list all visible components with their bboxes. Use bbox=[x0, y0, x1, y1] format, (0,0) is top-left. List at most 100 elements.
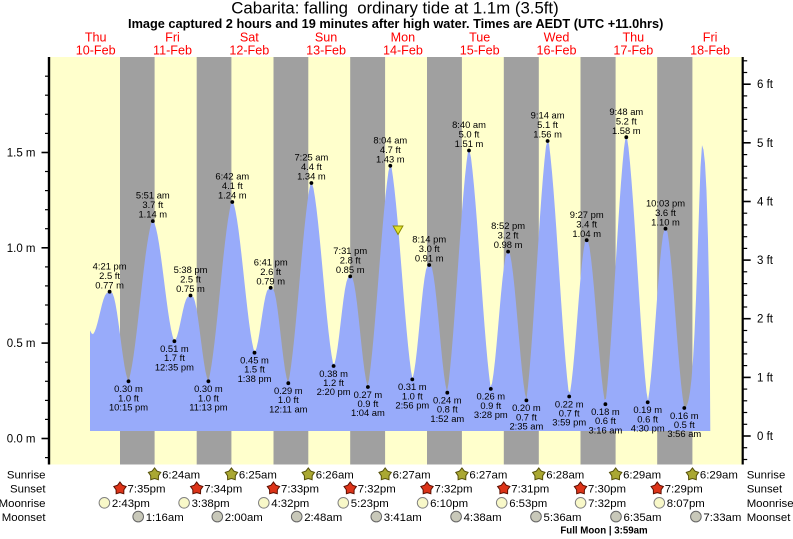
svg-text:0.26 m: 0.26 m bbox=[476, 391, 505, 402]
svg-text:10:15 pm: 10:15 pm bbox=[109, 402, 148, 413]
svg-text:1.5 ft: 1.5 ft bbox=[244, 364, 265, 375]
svg-text:8:04 am: 8:04 am bbox=[373, 134, 407, 145]
svg-text:7:29pm: 7:29pm bbox=[665, 484, 703, 496]
svg-text:0.7 ft: 0.7 ft bbox=[559, 408, 580, 419]
svg-text:1.0 m: 1.0 m bbox=[7, 243, 36, 255]
svg-text:7:33pm: 7:33pm bbox=[281, 484, 319, 496]
svg-text:1.43 m: 1.43 m bbox=[376, 153, 405, 164]
svg-text:2:56 pm: 2:56 pm bbox=[395, 400, 429, 411]
svg-text:3:16 am: 3:16 am bbox=[588, 424, 622, 435]
svg-text:0.45 m: 0.45 m bbox=[240, 355, 269, 366]
svg-text:3:56 am: 3:56 am bbox=[667, 428, 701, 439]
svg-text:1 ft: 1 ft bbox=[757, 372, 774, 384]
svg-text:1.10 m: 1.10 m bbox=[651, 216, 680, 227]
svg-text:5:38 pm: 5:38 pm bbox=[174, 264, 208, 275]
svg-text:4:32pm: 4:32pm bbox=[271, 498, 309, 510]
svg-text:0.24 m: 0.24 m bbox=[433, 395, 462, 406]
svg-text:0.18 m: 0.18 m bbox=[591, 406, 620, 417]
svg-text:6:42 am: 6:42 am bbox=[215, 171, 249, 182]
svg-text:7:32pm: 7:32pm bbox=[588, 498, 626, 510]
svg-text:3:38pm: 3:38pm bbox=[192, 498, 230, 510]
svg-text:0.79 m: 0.79 m bbox=[256, 275, 285, 286]
svg-text:0.75 m: 0.75 m bbox=[176, 283, 205, 294]
svg-text:Sat: Sat bbox=[240, 31, 259, 45]
svg-text:12-Feb: 12-Feb bbox=[229, 43, 269, 57]
svg-text:0.29 m: 0.29 m bbox=[274, 385, 303, 396]
svg-text:3.4 ft: 3.4 ft bbox=[576, 218, 597, 229]
svg-text:0 ft: 0 ft bbox=[757, 431, 774, 443]
svg-text:0.38 m: 0.38 m bbox=[319, 368, 348, 379]
svg-text:12:35 pm: 12:35 pm bbox=[155, 361, 194, 372]
svg-text:6:27am: 6:27am bbox=[469, 470, 507, 482]
svg-text:0.6 ft: 0.6 ft bbox=[637, 413, 658, 424]
svg-text:Sunset: Sunset bbox=[747, 484, 783, 496]
svg-text:7:32pm: 7:32pm bbox=[435, 484, 473, 496]
svg-text:2:35 am: 2:35 am bbox=[509, 421, 543, 432]
svg-text:3.0 ft: 3.0 ft bbox=[419, 243, 440, 254]
svg-text:5.2 ft: 5.2 ft bbox=[616, 115, 637, 126]
svg-text:8:40 am: 8:40 am bbox=[452, 119, 486, 130]
svg-text:0.5 ft: 0.5 ft bbox=[674, 419, 695, 430]
svg-text:6:35am: 6:35am bbox=[624, 512, 662, 524]
svg-text:6:53pm: 6:53pm bbox=[509, 498, 547, 510]
svg-text:7:31 pm: 7:31 pm bbox=[333, 245, 367, 256]
svg-text:17-Feb: 17-Feb bbox=[613, 43, 653, 57]
svg-text:1.14 m: 1.14 m bbox=[138, 209, 167, 220]
svg-text:1.2 ft: 1.2 ft bbox=[323, 377, 344, 388]
svg-text:Thu: Thu bbox=[85, 31, 107, 45]
svg-text:0.27 m: 0.27 m bbox=[354, 389, 383, 400]
svg-text:Thu: Thu bbox=[622, 31, 644, 45]
svg-text:0.5 m: 0.5 m bbox=[7, 338, 36, 350]
svg-text:7:33am: 7:33am bbox=[703, 512, 741, 524]
svg-text:9:14 am: 9:14 am bbox=[531, 110, 565, 121]
svg-text:5.0 ft: 5.0 ft bbox=[459, 129, 480, 140]
svg-text:Mon: Mon bbox=[391, 31, 416, 45]
svg-text:6:24am: 6:24am bbox=[162, 470, 200, 482]
svg-text:1:52 am: 1:52 am bbox=[430, 413, 464, 424]
svg-text:1.0 ft: 1.0 ft bbox=[402, 390, 423, 401]
svg-text:0.9 ft: 0.9 ft bbox=[480, 400, 501, 411]
svg-text:6:27am: 6:27am bbox=[393, 470, 431, 482]
svg-text:15-Feb: 15-Feb bbox=[460, 43, 500, 57]
svg-text:2:20 pm: 2:20 pm bbox=[317, 386, 351, 397]
svg-text:1.24 m: 1.24 m bbox=[218, 190, 247, 201]
svg-text:7:30pm: 7:30pm bbox=[588, 484, 626, 496]
svg-text:1.7 ft: 1.7 ft bbox=[164, 352, 185, 363]
svg-text:9:27 pm: 9:27 pm bbox=[570, 209, 604, 220]
svg-text:5:23pm: 5:23pm bbox=[351, 498, 389, 510]
svg-text:1:04 am: 1:04 am bbox=[351, 407, 385, 418]
svg-text:2.8 ft: 2.8 ft bbox=[340, 255, 361, 266]
svg-text:4:30 pm: 4:30 pm bbox=[631, 423, 665, 434]
svg-text:1.34 m: 1.34 m bbox=[297, 171, 326, 182]
svg-text:4:21 pm: 4:21 pm bbox=[93, 260, 127, 271]
svg-text:1.56 m: 1.56 m bbox=[533, 129, 562, 140]
svg-text:1.5 m: 1.5 m bbox=[7, 148, 36, 160]
svg-text:Wed: Wed bbox=[544, 31, 570, 45]
svg-text:8:52 pm: 8:52 pm bbox=[491, 220, 525, 231]
svg-text:5.1 ft: 5.1 ft bbox=[537, 119, 558, 130]
svg-text:3.2 ft: 3.2 ft bbox=[498, 230, 519, 241]
svg-text:18-Feb: 18-Feb bbox=[690, 43, 730, 57]
svg-text:Fri: Fri bbox=[703, 31, 718, 45]
svg-text:Full Moon | 3:59am: Full Moon | 3:59am bbox=[560, 526, 648, 537]
svg-text:0.30 m: 0.30 m bbox=[114, 383, 143, 394]
svg-text:Cabarita: falling ordinary ti: Cabarita: falling ordinary tide at 1.1m … bbox=[231, 0, 558, 18]
svg-text:3 ft: 3 ft bbox=[757, 255, 774, 267]
svg-text:16-Feb: 16-Feb bbox=[537, 43, 577, 57]
svg-text:Moonrise: Moonrise bbox=[0, 498, 46, 510]
svg-text:Sunrise: Sunrise bbox=[747, 470, 786, 482]
svg-text:Moonset: Moonset bbox=[2, 512, 47, 524]
svg-text:1.0 ft: 1.0 ft bbox=[118, 392, 139, 403]
svg-text:3.6 ft: 3.6 ft bbox=[655, 207, 676, 218]
svg-text:3:28 pm: 3:28 pm bbox=[474, 409, 508, 420]
svg-text:4 ft: 4 ft bbox=[757, 197, 774, 209]
svg-text:10:03 pm: 10:03 pm bbox=[646, 197, 685, 208]
svg-text:4.7 ft: 4.7 ft bbox=[380, 144, 401, 155]
svg-text:Sun: Sun bbox=[315, 31, 337, 45]
svg-text:6:29am: 6:29am bbox=[700, 470, 738, 482]
svg-text:0.85 m: 0.85 m bbox=[336, 264, 365, 275]
svg-text:4.4 ft: 4.4 ft bbox=[301, 161, 322, 172]
svg-text:0.22 m: 0.22 m bbox=[555, 398, 584, 409]
svg-text:Fri: Fri bbox=[165, 31, 180, 45]
svg-text:2 ft: 2 ft bbox=[757, 314, 774, 326]
